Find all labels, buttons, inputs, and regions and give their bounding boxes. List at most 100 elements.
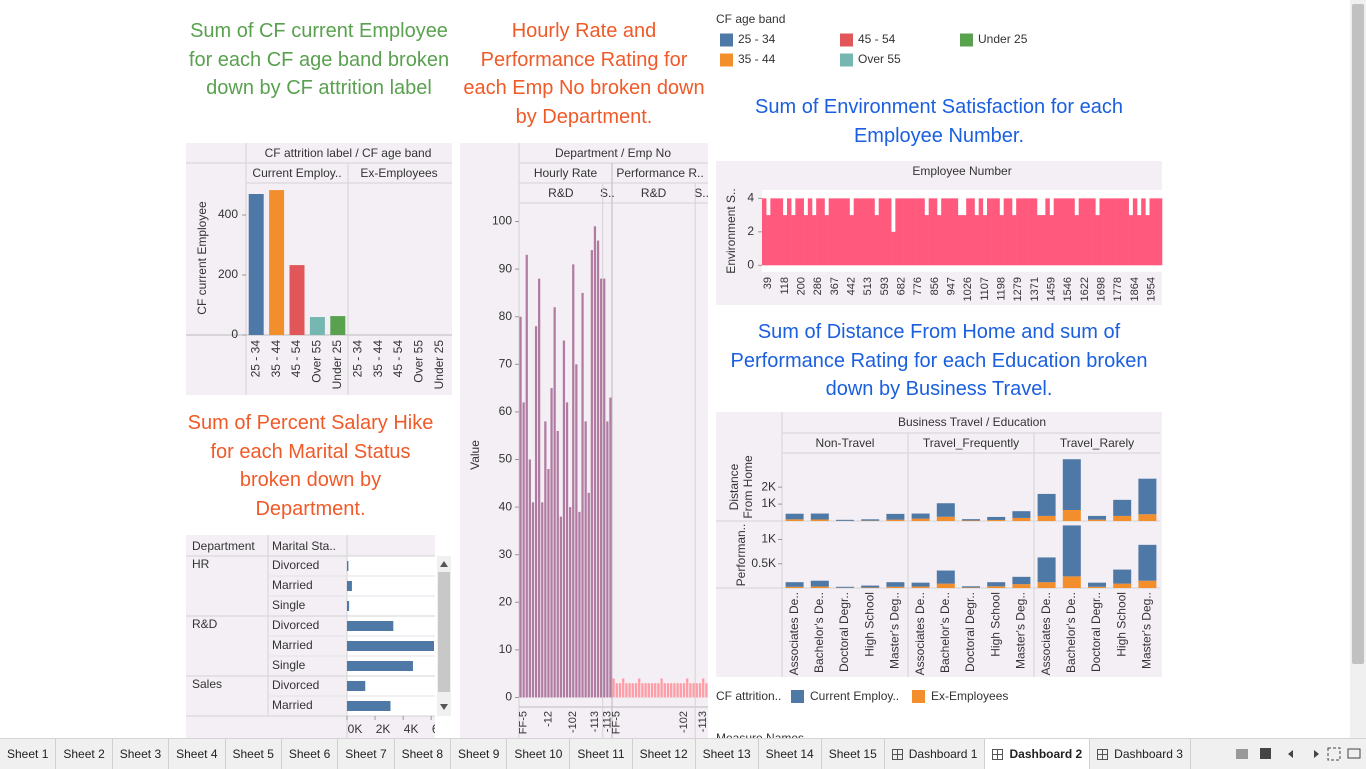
y-tick-label: 4 bbox=[747, 191, 754, 205]
tab[interactable]: Sheet 7 bbox=[338, 739, 394, 769]
status-label: Single bbox=[272, 658, 306, 672]
bar bbox=[347, 561, 348, 571]
x-tick-label: 39 bbox=[762, 277, 774, 289]
tab[interactable]: Sheet 14 bbox=[759, 739, 822, 769]
legend-swatch bbox=[840, 34, 853, 47]
tab[interactable]: Sheet 13 bbox=[696, 739, 759, 769]
x-tick-label: 286 bbox=[812, 277, 824, 295]
scrollbar-thumb[interactable] bbox=[438, 572, 450, 692]
tab[interactable]: Sheet 5 bbox=[226, 739, 282, 769]
bar-segment bbox=[1063, 459, 1081, 510]
bar bbox=[920, 198, 924, 265]
bar-segment bbox=[912, 587, 930, 588]
x-tick-label: 1698 bbox=[1095, 277, 1107, 301]
x-tick-label: -12 bbox=[542, 711, 554, 727]
bar bbox=[696, 683, 698, 697]
x-tick-label: 1864 bbox=[1129, 277, 1141, 301]
bar bbox=[845, 198, 849, 265]
y-axis-title: Environment S.. bbox=[724, 188, 738, 273]
icon[interactable] bbox=[1236, 749, 1248, 759]
x-tick-label: -113 bbox=[589, 711, 601, 732]
tab[interactable]: Sheet 11 bbox=[570, 739, 632, 769]
department-header: S.. bbox=[694, 186, 709, 200]
bar bbox=[664, 683, 666, 697]
scrollbar-thumb[interactable] bbox=[1352, 4, 1364, 664]
tab[interactable]: Sheet 12 bbox=[633, 739, 696, 769]
tab[interactable]: Dashboard 3 bbox=[1090, 739, 1191, 769]
pane-header: Ex-Employees bbox=[360, 166, 437, 180]
bar bbox=[987, 198, 991, 265]
bar bbox=[654, 683, 656, 697]
bar bbox=[812, 215, 816, 265]
bar bbox=[779, 198, 783, 265]
x-tick-label: 25 - 34 bbox=[350, 340, 364, 378]
x-tick-label: 0K bbox=[348, 722, 363, 736]
tab[interactable]: Sheet 1 bbox=[0, 739, 56, 769]
bar bbox=[787, 198, 791, 265]
bar bbox=[1087, 198, 1091, 265]
bar-segment bbox=[811, 519, 829, 521]
status-label: Divorced bbox=[272, 558, 319, 572]
tab[interactable]: Sheet 6 bbox=[282, 739, 338, 769]
bar bbox=[347, 681, 365, 691]
status-label: Married bbox=[272, 698, 313, 712]
icon[interactable] bbox=[1260, 748, 1271, 759]
tab[interactable]: Dashboard 1 bbox=[885, 739, 986, 769]
department-label: Sales bbox=[192, 677, 222, 691]
bar-segment bbox=[1012, 518, 1030, 521]
bar bbox=[962, 215, 966, 265]
bar bbox=[900, 198, 904, 265]
bar bbox=[347, 701, 391, 711]
bar bbox=[1108, 198, 1112, 265]
x-tick-label: 1198 bbox=[995, 277, 1007, 301]
bar bbox=[1095, 215, 1099, 265]
x-tick-label: 856 bbox=[929, 277, 941, 295]
tab[interactable]: Sheet 9 bbox=[451, 739, 507, 769]
icon[interactable] bbox=[1348, 749, 1360, 758]
bar bbox=[591, 250, 593, 697]
tab[interactable]: Sheet 15 bbox=[822, 739, 885, 769]
dashboard-icon bbox=[1097, 749, 1108, 760]
bar bbox=[683, 683, 685, 697]
bar bbox=[966, 198, 970, 265]
x-tick-label: Bachelor's De.. bbox=[812, 592, 826, 673]
legend-swatch bbox=[720, 34, 733, 47]
group-header: Travel_Frequently bbox=[923, 436, 1019, 450]
bar bbox=[657, 683, 659, 697]
bar bbox=[866, 198, 870, 265]
bar-segment bbox=[1012, 584, 1030, 588]
tab[interactable]: Sheet 2 bbox=[56, 739, 112, 769]
measure-header: Performance R.. bbox=[616, 166, 703, 180]
icon[interactable] bbox=[1314, 750, 1319, 758]
bar-segment bbox=[1088, 583, 1106, 587]
column-header: Department bbox=[192, 539, 255, 553]
x-tick-label: Under 25 bbox=[330, 340, 344, 390]
bar bbox=[937, 215, 941, 265]
x-tick-label: 4K bbox=[404, 722, 419, 736]
tab-label: Sheet 9 bbox=[458, 740, 499, 769]
tab-label: Sheet 14 bbox=[766, 740, 814, 769]
tab[interactable]: Sheet 3 bbox=[113, 739, 169, 769]
y-tick-label: 1K bbox=[761, 496, 776, 510]
x-tick-label: 1371 bbox=[1029, 277, 1041, 301]
bar-segment bbox=[1113, 500, 1131, 516]
bar bbox=[1150, 198, 1154, 265]
icon[interactable] bbox=[1288, 750, 1293, 758]
tab[interactable]: Sheet 4 bbox=[169, 739, 225, 769]
x-tick-label: 593 bbox=[879, 277, 891, 295]
icon[interactable] bbox=[1328, 748, 1340, 760]
tab[interactable]: Sheet 8 bbox=[395, 739, 451, 769]
legend-swatch bbox=[720, 54, 733, 67]
bar bbox=[1025, 198, 1029, 265]
bar bbox=[702, 678, 704, 697]
legend-label: 25 - 34 bbox=[738, 32, 776, 46]
bar bbox=[597, 241, 599, 698]
tab[interactable]: Dashboard 2 bbox=[985, 739, 1090, 769]
tab-label: Sheet 5 bbox=[233, 740, 274, 769]
tab[interactable]: Sheet 10 bbox=[507, 739, 570, 769]
x-tick-label: 25 - 34 bbox=[248, 340, 262, 378]
y-tick-label: 30 bbox=[499, 547, 513, 561]
bar-segment bbox=[962, 520, 980, 521]
bar bbox=[879, 198, 883, 265]
